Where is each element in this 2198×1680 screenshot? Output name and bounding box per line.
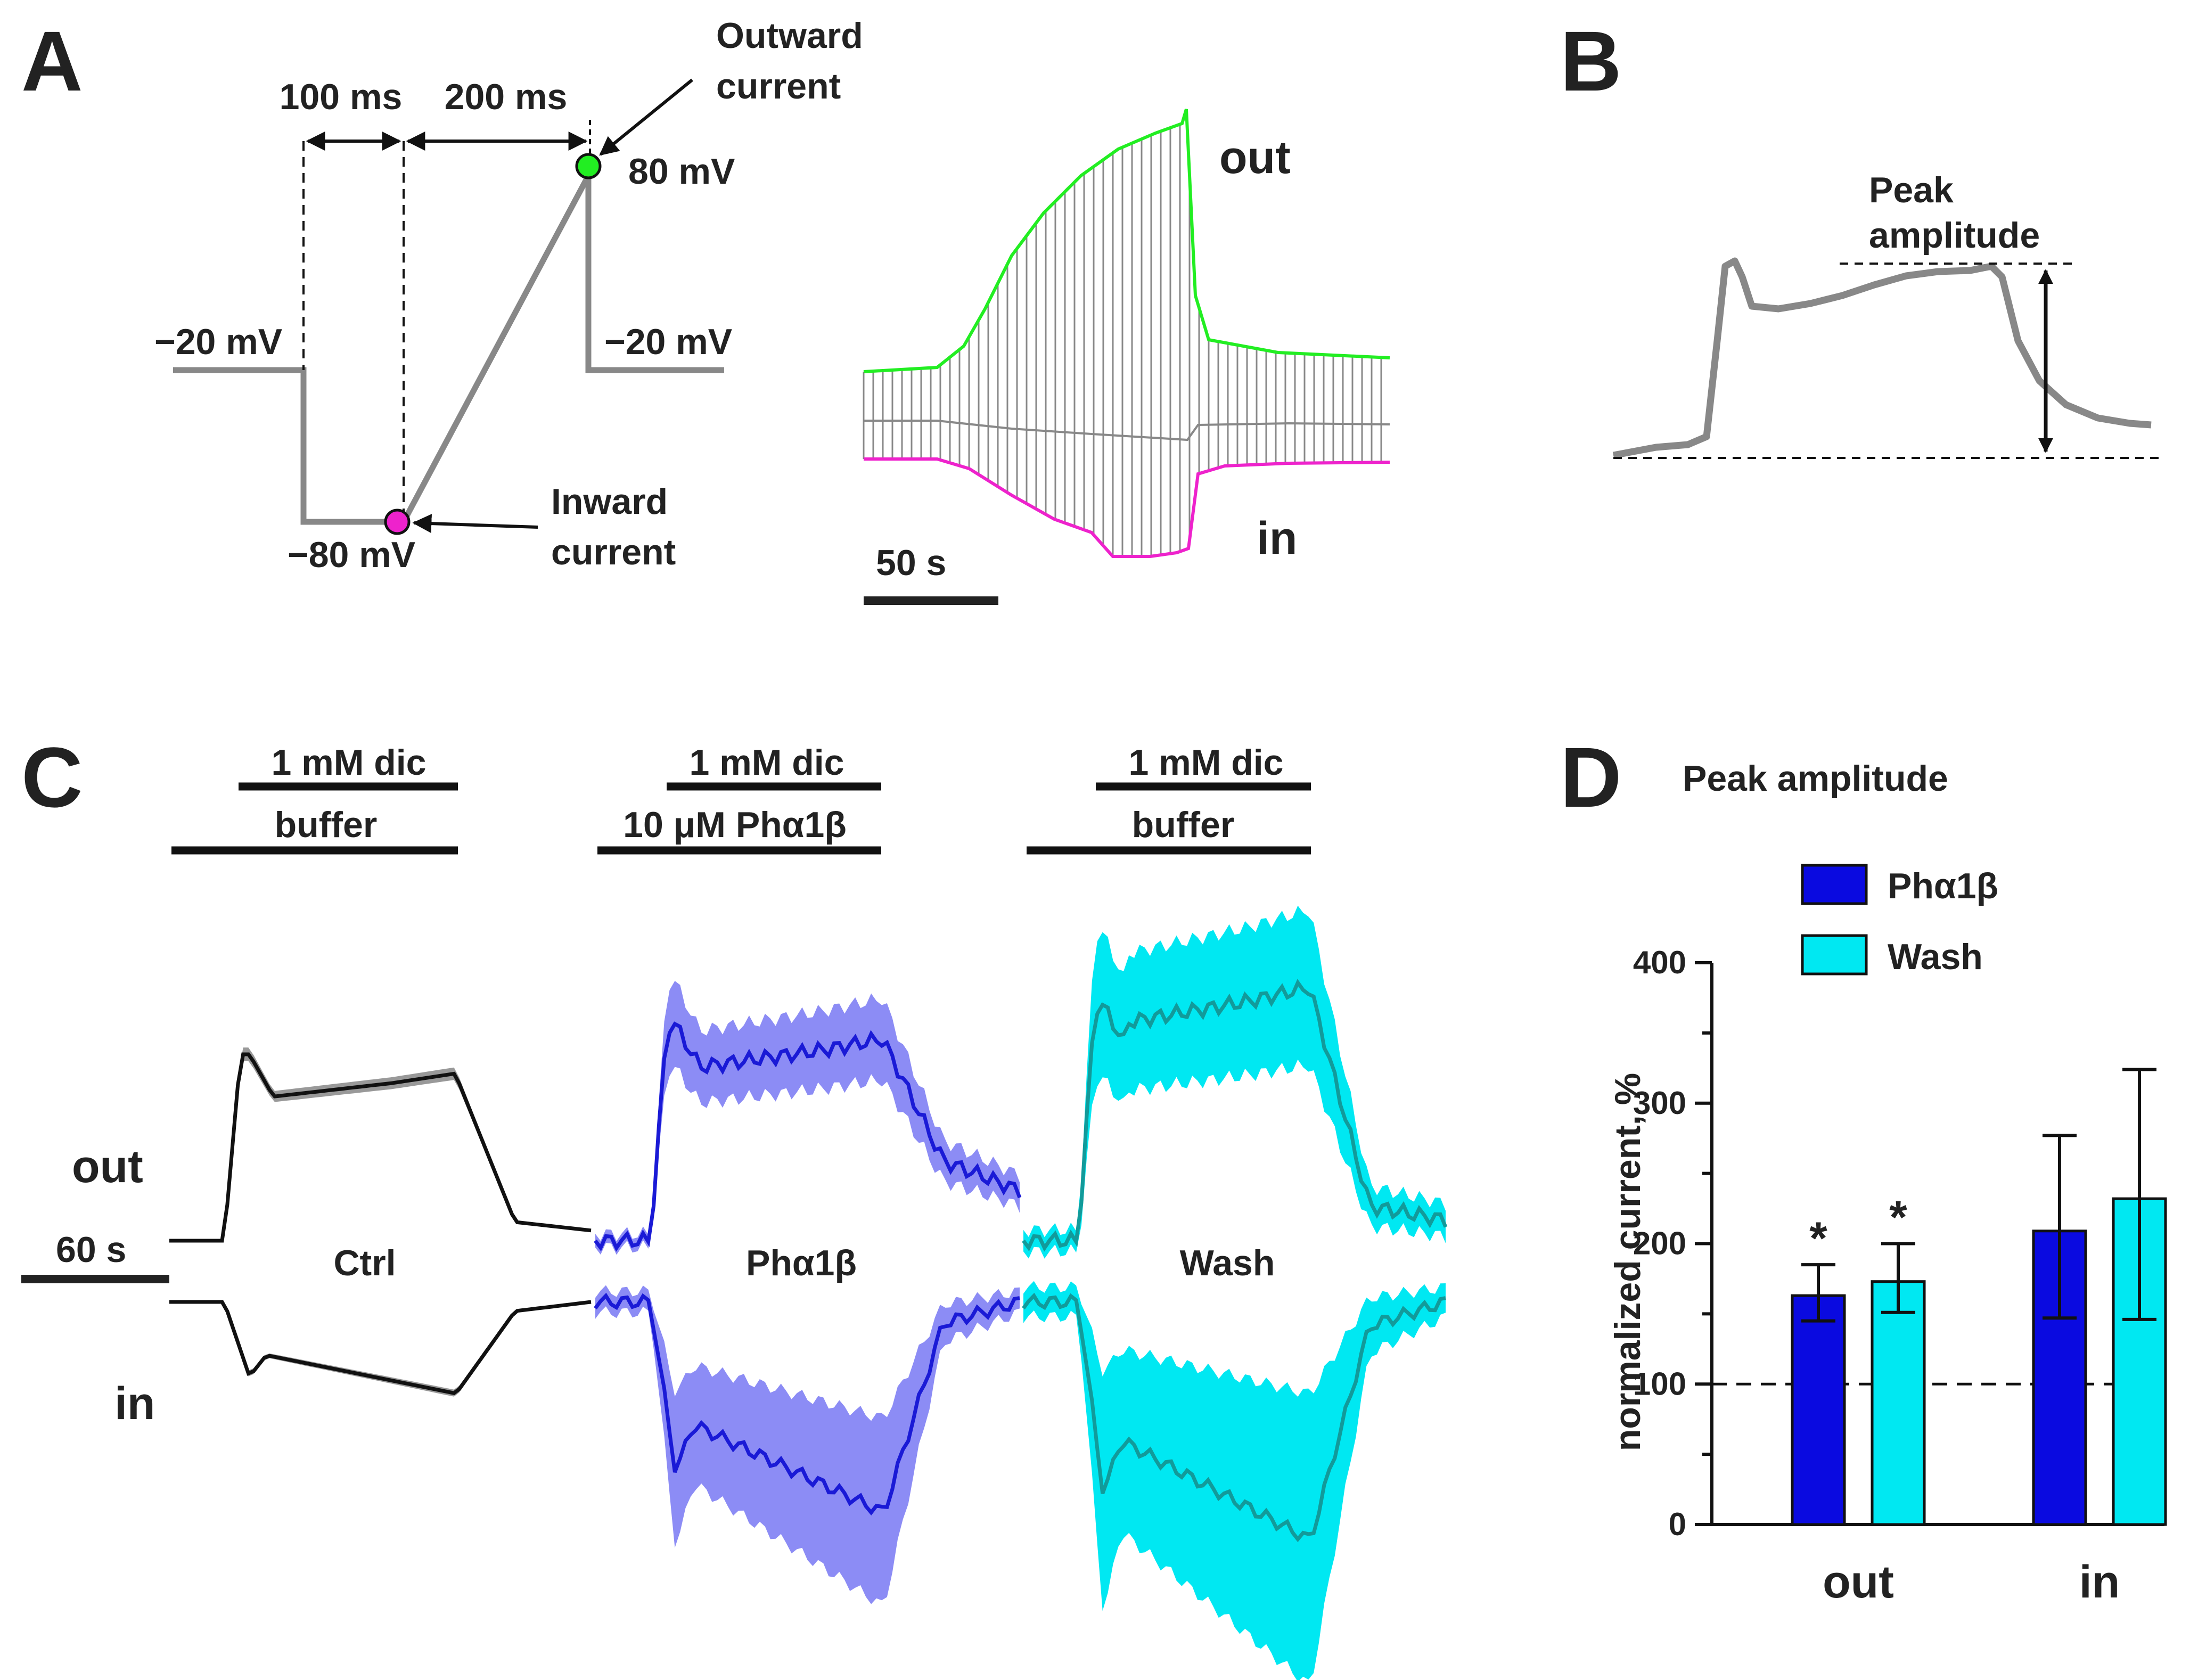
ramp-mid-trace	[864, 420, 1390, 441]
ctrl-dic-label: 1 mM dic	[272, 742, 427, 783]
pha1b-toxin-label: 10 μM Phα1β	[623, 805, 847, 845]
group-wash: 1 mM dic buffer Wash	[1022, 742, 1448, 1680]
duration-200-label: 200 ms	[445, 77, 568, 117]
ctrl-in-line	[169, 1300, 592, 1395]
d-title: Peak amplitude	[1683, 758, 1948, 799]
pha1b-dic-label: 1 mM dic	[690, 742, 844, 783]
voltage-protocol: 100 ms 200 ms −20 mV −20 mV −80 mV 80 mV…	[154, 15, 863, 575]
outward-pointer	[599, 78, 693, 156]
d-category-label: in	[2079, 1556, 2120, 1608]
wash-in-band	[1023, 1281, 1446, 1680]
c-scalebar-label: 60 s	[56, 1230, 126, 1270]
outward-marker	[575, 153, 602, 179]
wash-dic-label: 1 mM dic	[1129, 742, 1284, 783]
inward-pointer	[412, 514, 538, 534]
ramp-in-label: in	[1257, 513, 1297, 564]
legend-swatch-wash	[1801, 934, 1868, 976]
legend-swatch-pha1b	[1801, 864, 1868, 905]
d-bars: * * out in	[1791, 1068, 2167, 1608]
vmax-label: 80 mV	[628, 151, 735, 192]
ramp-outward-envelope	[863, 109, 1390, 373]
group-ctrl: 1 mM dic buffer Ctrl	[169, 742, 592, 1397]
ramp-out-label: out	[1219, 132, 1291, 183]
panel-a: A 100 ms 200 ms −20 mV −20 mV −80 mV 80 …	[21, 13, 1390, 605]
inward-label-line2: current	[551, 532, 676, 572]
inward-marker	[384, 509, 411, 535]
d-tick-label: 0	[1669, 1506, 1686, 1542]
pha1b-out-line	[594, 1021, 1022, 1252]
outward-label-line1: Outward	[716, 15, 863, 56]
ramp-traces: out in 50 s	[863, 109, 1390, 605]
wash-out-band	[1023, 905, 1446, 1259]
pha1b-in-line	[594, 1292, 1020, 1515]
panel-b: B Peak amplitude	[1560, 13, 2162, 459]
c-in-label: in	[114, 1378, 155, 1429]
ctrl-buffer-label: buffer	[275, 805, 378, 845]
ramp-scalebar-label: 50 s	[876, 543, 946, 583]
d-category-label: out	[1823, 1556, 1894, 1608]
vmin-label: −80 mV	[288, 535, 415, 575]
pha1b-out-band	[595, 981, 1020, 1255]
d-tick-label: 200	[1633, 1226, 1686, 1261]
ctrl-in-band	[169, 1301, 591, 1397]
ctrl-out-line	[169, 1052, 592, 1243]
ramp-inward-envelope	[864, 457, 1390, 558]
wash-out-line	[1022, 979, 1448, 1252]
d-ylabel: normalized current, %	[1608, 1073, 1648, 1451]
holding-right-label: −20 mV	[604, 322, 732, 362]
d-tick-label: 400	[1633, 945, 1686, 980]
d-tick-label: 100	[1633, 1366, 1686, 1402]
panel-a-label: A	[21, 13, 83, 109]
wash-in-line	[1022, 1292, 1446, 1543]
d-significance-star: *	[1809, 1213, 1827, 1264]
pha1b-name: Phα1β	[746, 1243, 857, 1283]
ramp-vertical-lines	[863, 124, 1382, 556]
panel-b-label: B	[1560, 13, 1622, 109]
c-out-label: out	[72, 1141, 143, 1192]
pha1b-in-band	[595, 1285, 1020, 1604]
legend-label-wash: Wash	[1888, 937, 1983, 977]
wash-buffer-label: buffer	[1132, 805, 1235, 845]
duration-100-label: 100 ms	[280, 77, 403, 117]
panel-d-label: D	[1560, 730, 1622, 825]
peak-label-line2: amplitude	[1869, 215, 2040, 256]
group-pha1b: 1 mM dic 10 μM Phα1β Phα1β	[594, 742, 1022, 1604]
d-significance-star: *	[1889, 1192, 1907, 1243]
panel-c-label: C	[21, 730, 83, 825]
panel-d: D Peak amplitude Phα1β Wash 0 100 200 300 40…	[1560, 730, 2167, 1608]
panel-c: C out in 60 s 1 mM dic buffer Ctrl 1 mM …	[21, 730, 1448, 1680]
peak-label-line1: Peak	[1869, 170, 1954, 210]
legend-label-pha1b: Phα1β	[1888, 866, 1998, 906]
wash-name: Wash	[1180, 1243, 1275, 1283]
d-bar	[1791, 1294, 1846, 1526]
d-y-axis: 0 100 200 300 400	[1633, 945, 2164, 1542]
d-bar	[1871, 1280, 1926, 1526]
ctrl-name: Ctrl	[333, 1243, 396, 1283]
holding-left-label: −20 mV	[154, 322, 282, 362]
d-tick-label: 300	[1633, 1085, 1686, 1121]
outward-label-line2: current	[716, 66, 841, 106]
peak-example-trace	[1612, 257, 2152, 459]
inward-label-line1: Inward	[551, 481, 668, 522]
